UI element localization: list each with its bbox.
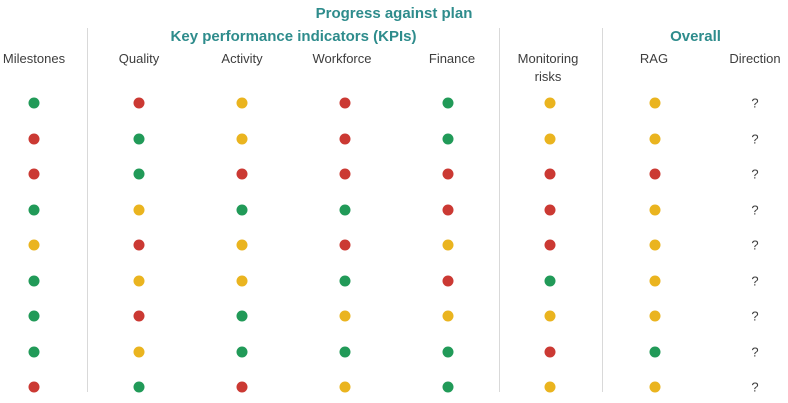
direction-unknown-marker: ? — [751, 237, 759, 253]
report-title: Progress against plan — [315, 5, 473, 22]
status-dot-amber — [236, 133, 248, 144]
status-dot-red — [442, 204, 454, 215]
status-dot-amber — [649, 239, 661, 251]
status-dot-amber — [133, 275, 145, 286]
status-dot-red — [339, 97, 351, 109]
column-header-rag: RAG — [639, 51, 669, 66]
column-divider — [602, 28, 603, 392]
status-dot-red — [339, 239, 351, 251]
status-dot-red — [236, 168, 248, 180]
status-dot-amber — [649, 133, 661, 144]
status-dot-red — [544, 239, 556, 251]
status-dot-amber — [649, 381, 661, 393]
overall-group-header: Overall — [670, 28, 721, 45]
status-dot-red — [236, 381, 248, 393]
direction-unknown-marker: ? — [751, 379, 759, 395]
status-dot-amber — [544, 133, 556, 144]
direction-unknown-marker: ? — [751, 166, 759, 182]
status-dot-amber — [339, 381, 351, 393]
status-dot-green — [236, 310, 248, 322]
column-header-quality: Quality — [118, 51, 160, 66]
column-header-activity: Activity — [221, 51, 263, 66]
status-dot-red — [133, 97, 145, 109]
status-dot-amber — [649, 204, 661, 215]
status-dot-amber — [544, 97, 556, 109]
column-header-workforce: Workforce — [312, 51, 372, 66]
status-dot-green — [133, 133, 145, 144]
status-dot-green — [236, 346, 248, 357]
status-dot-amber — [649, 275, 661, 286]
direction-unknown-marker: ? — [751, 344, 759, 359]
status-dot-amber — [339, 310, 351, 322]
status-dot-red — [133, 310, 145, 322]
direction-unknown-marker: ? — [751, 202, 759, 217]
status-dot-amber — [236, 239, 248, 251]
status-dot-red — [339, 133, 351, 144]
status-dot-amber — [649, 310, 661, 322]
status-dot-amber — [544, 381, 556, 393]
status-dot-green — [28, 310, 40, 322]
column-header-milestones: Milestones — [2, 51, 66, 66]
status-dot-red — [442, 168, 454, 180]
status-dot-amber — [649, 97, 661, 109]
status-dot-green — [339, 346, 351, 357]
status-dot-red — [544, 204, 556, 215]
status-dot-amber — [236, 275, 248, 286]
status-dot-red — [649, 168, 661, 180]
status-dot-red — [544, 346, 556, 357]
column-header-monitoring-risks: Monitoring risks — [517, 51, 579, 84]
status-dot-red — [442, 275, 454, 286]
direction-unknown-marker: ? — [751, 273, 759, 288]
status-dot-green — [133, 381, 145, 393]
status-dot-amber — [133, 204, 145, 215]
status-dot-red — [133, 239, 145, 251]
status-dot-green — [236, 204, 248, 215]
status-dot-green — [442, 381, 454, 393]
status-dot-amber — [28, 239, 40, 251]
kpi-group-header: Key performance indicators (KPIs) — [170, 28, 417, 45]
status-dot-green — [133, 168, 145, 180]
column-header-direction: Direction — [729, 51, 781, 66]
status-dot-amber — [544, 310, 556, 322]
direction-unknown-marker: ? — [751, 308, 759, 324]
status-dot-red — [544, 168, 556, 180]
status-dot-red — [339, 168, 351, 180]
status-dot-green — [544, 275, 556, 286]
status-dot-green — [339, 204, 351, 215]
column-divider — [87, 28, 88, 392]
direction-unknown-marker: ? — [751, 95, 759, 111]
status-dot-red — [28, 381, 40, 393]
status-dot-amber — [442, 310, 454, 322]
status-dot-green — [28, 275, 40, 286]
status-dot-green — [28, 346, 40, 357]
status-dot-green — [442, 97, 454, 109]
status-dot-green — [28, 97, 40, 109]
direction-unknown-marker: ? — [751, 131, 759, 146]
column-header-finance: Finance — [428, 51, 476, 66]
status-dot-green — [28, 204, 40, 215]
column-divider — [499, 28, 500, 392]
status-dot-green — [442, 346, 454, 357]
status-dot-green — [442, 133, 454, 144]
status-dot-amber — [133, 346, 145, 357]
status-dot-red — [28, 133, 40, 144]
status-dot-amber — [236, 97, 248, 109]
status-dot-red — [28, 168, 40, 180]
status-dot-green — [339, 275, 351, 286]
status-dot-amber — [442, 239, 454, 251]
status-dot-green — [649, 346, 661, 357]
